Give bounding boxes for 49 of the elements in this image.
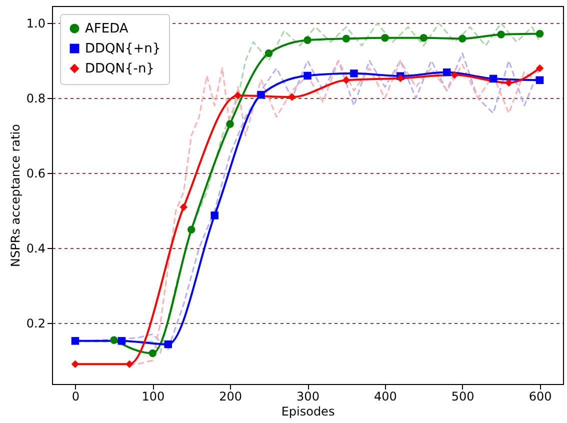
point bbox=[148, 349, 157, 358]
point bbox=[126, 360, 134, 368]
x-tick-label: 600 bbox=[528, 390, 552, 404]
point bbox=[110, 336, 118, 344]
point bbox=[257, 90, 265, 99]
point bbox=[118, 337, 126, 345]
point bbox=[350, 70, 358, 78]
point bbox=[71, 337, 80, 345]
point bbox=[304, 72, 312, 80]
x-tick-label: 100 bbox=[142, 390, 165, 404]
point bbox=[450, 71, 458, 79]
point bbox=[210, 212, 218, 220]
x-tick-label: 0 bbox=[72, 390, 80, 404]
point bbox=[536, 64, 544, 72]
point bbox=[264, 49, 273, 58]
point bbox=[187, 226, 196, 234]
point bbox=[381, 34, 389, 42]
point bbox=[304, 36, 312, 44]
point bbox=[342, 76, 350, 84]
legend-label: AFEDA bbox=[85, 22, 128, 36]
point bbox=[288, 93, 296, 101]
x-tick-label: 300 bbox=[296, 390, 320, 404]
point bbox=[234, 92, 242, 100]
x-axis-title: Episodes bbox=[281, 404, 335, 418]
point bbox=[180, 203, 188, 212]
point bbox=[458, 34, 466, 42]
point bbox=[71, 360, 80, 368]
y-tick-label: 1.0 bbox=[26, 16, 46, 31]
point bbox=[442, 68, 451, 76]
y-tick-label: 0.4 bbox=[26, 242, 46, 256]
y-tick-label: 0.2 bbox=[26, 316, 46, 330]
x-tick-label: 500 bbox=[451, 390, 474, 404]
point bbox=[342, 34, 350, 42]
point bbox=[536, 76, 544, 84]
point bbox=[164, 340, 172, 348]
legend-label: DDQN{+n} bbox=[85, 42, 161, 56]
y-tick-label: 0.8 bbox=[26, 92, 46, 106]
point bbox=[504, 78, 513, 87]
x-tick-label: 200 bbox=[219, 390, 242, 404]
point bbox=[420, 34, 428, 42]
point bbox=[226, 120, 234, 128]
y-axis-title: NSPRs acceptance ratio bbox=[8, 124, 22, 267]
x-tick-label: 400 bbox=[374, 390, 397, 404]
point bbox=[396, 74, 404, 82]
y-tick-label: 0.6 bbox=[26, 166, 46, 181]
point bbox=[489, 74, 498, 83]
legend-label: DDQN{-n} bbox=[85, 62, 154, 76]
point bbox=[536, 30, 544, 38]
point bbox=[497, 30, 505, 38]
